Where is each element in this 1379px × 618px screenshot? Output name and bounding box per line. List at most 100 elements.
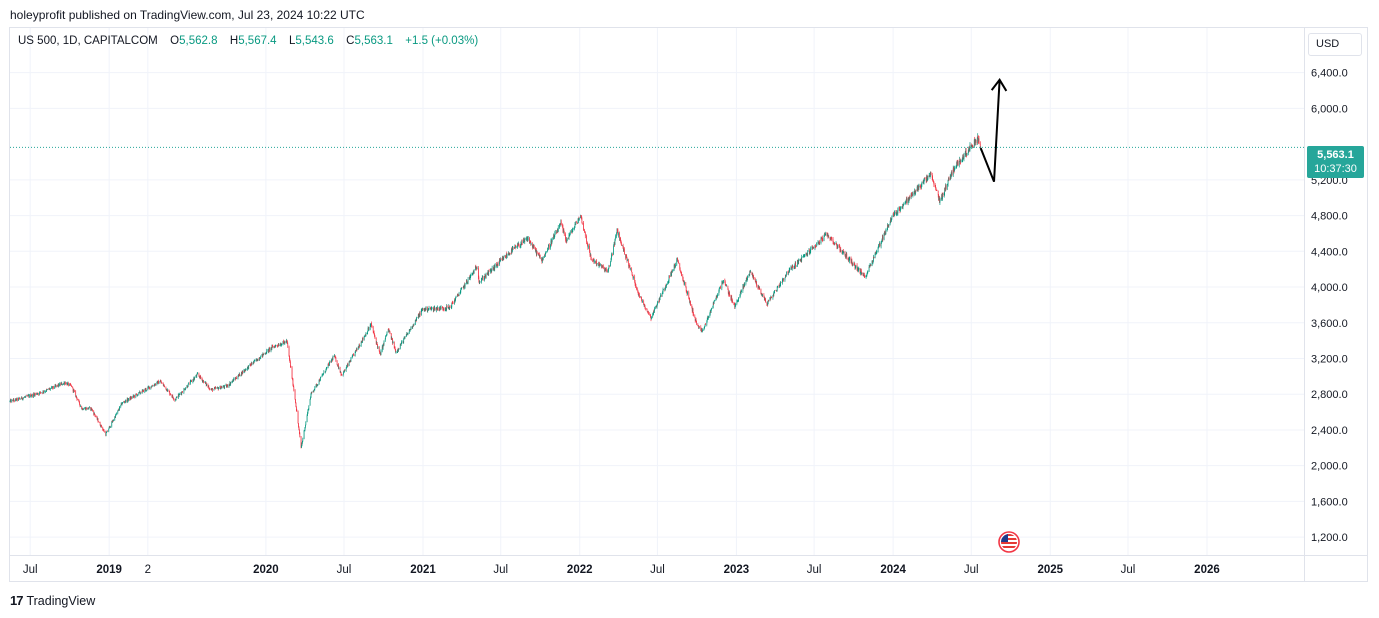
candle-body (429, 307, 431, 309)
candle-body (286, 340, 288, 344)
candle-body (322, 374, 324, 376)
candle-body (658, 301, 660, 303)
candle-body (88, 407, 90, 409)
candle-body (846, 253, 848, 259)
candle-body (532, 246, 534, 248)
candle-body (322, 374, 323, 376)
candle-body (568, 238, 569, 239)
candle-body (730, 296, 732, 300)
candle-body (616, 228, 618, 233)
candle-body (517, 243, 519, 246)
candle-body (62, 384, 63, 386)
candle-body (665, 285, 667, 287)
candle-body (503, 256, 505, 258)
candle-body (175, 399, 177, 401)
candle-body (82, 408, 83, 410)
candle-body (307, 409, 309, 413)
candle-body (548, 245, 550, 246)
candle-body (566, 239, 568, 242)
candle-body (339, 368, 341, 373)
candle-body (430, 308, 432, 310)
low-value: 5,543.6 (295, 35, 334, 47)
candle-body (193, 378, 195, 381)
candle-body (64, 382, 65, 385)
candle-body (167, 389, 168, 392)
candle-body (769, 298, 771, 299)
candle-body (935, 187, 937, 191)
candle-body (238, 374, 239, 377)
candle-body (190, 380, 192, 382)
candle-body (447, 307, 449, 308)
candle-body (905, 199, 907, 203)
candle-body (694, 315, 696, 318)
candle-body (719, 287, 721, 289)
candle-body (824, 234, 825, 237)
candle-body (75, 391, 77, 397)
candle-body (529, 241, 531, 244)
candle-body (750, 272, 751, 273)
candle-body (749, 270, 751, 275)
candle-body (364, 334, 366, 337)
candle-body (893, 215, 895, 217)
candle-body (301, 443, 303, 446)
candle-body (94, 413, 95, 415)
candle-body (891, 218, 892, 221)
candle-body (129, 397, 131, 400)
candle-body (321, 374, 323, 378)
candle-body (787, 271, 789, 274)
close-value: 5,563.1 (354, 35, 393, 47)
candle-body (963, 155, 965, 159)
candle-body (560, 221, 562, 225)
candle-body (469, 276, 471, 279)
candle-body (502, 257, 503, 261)
candle-body (259, 358, 261, 360)
y-tick-label: 2,400.0 (1311, 425, 1348, 437)
candle-body (16, 398, 17, 401)
candle-body (855, 267, 856, 269)
candle-body (238, 374, 240, 376)
candle-body (217, 387, 218, 388)
candle-body (857, 268, 858, 271)
open-label: O (170, 35, 180, 47)
candle-body (208, 386, 209, 388)
candle-body (308, 405, 310, 410)
candle-body (646, 309, 648, 312)
candle-body (902, 205, 904, 208)
tradingview-logo[interactable]: 17 TradingView (10, 593, 95, 608)
us-flag-icon[interactable] (998, 531, 1020, 553)
chart-frame[interactable] (9, 27, 1368, 582)
candle-body (882, 236, 883, 241)
candle-body (858, 268, 860, 270)
candle-body (262, 353, 263, 357)
candle-body (171, 395, 173, 397)
candle-body (182, 392, 183, 393)
candle-body (784, 277, 786, 281)
candle-body (701, 329, 703, 331)
candle-body (385, 335, 387, 339)
candle-body (40, 391, 41, 393)
candle-body (133, 395, 135, 397)
candle-body (473, 271, 475, 274)
candle-body (864, 274, 865, 276)
candle-body (126, 398, 128, 402)
candle-body (697, 323, 699, 326)
candle-body (767, 301, 769, 303)
candle-body (836, 245, 838, 247)
change-value: +1.5 (+0.03%) (405, 35, 479, 47)
candle-body (749, 270, 751, 273)
candle-body (929, 175, 930, 177)
candle-body (551, 240, 552, 245)
candle-body (643, 304, 645, 305)
candle-body (541, 258, 542, 260)
candle-body (441, 307, 443, 308)
candle-body (92, 409, 93, 411)
currency-button[interactable]: USD (1308, 33, 1362, 56)
candle-body (55, 385, 57, 387)
x-tick-label: Jul (337, 564, 352, 576)
candle-body (154, 383, 156, 386)
candle-body (365, 333, 367, 336)
candle-body (554, 233, 556, 236)
candle-body (432, 307, 434, 311)
candle-body (676, 258, 678, 260)
